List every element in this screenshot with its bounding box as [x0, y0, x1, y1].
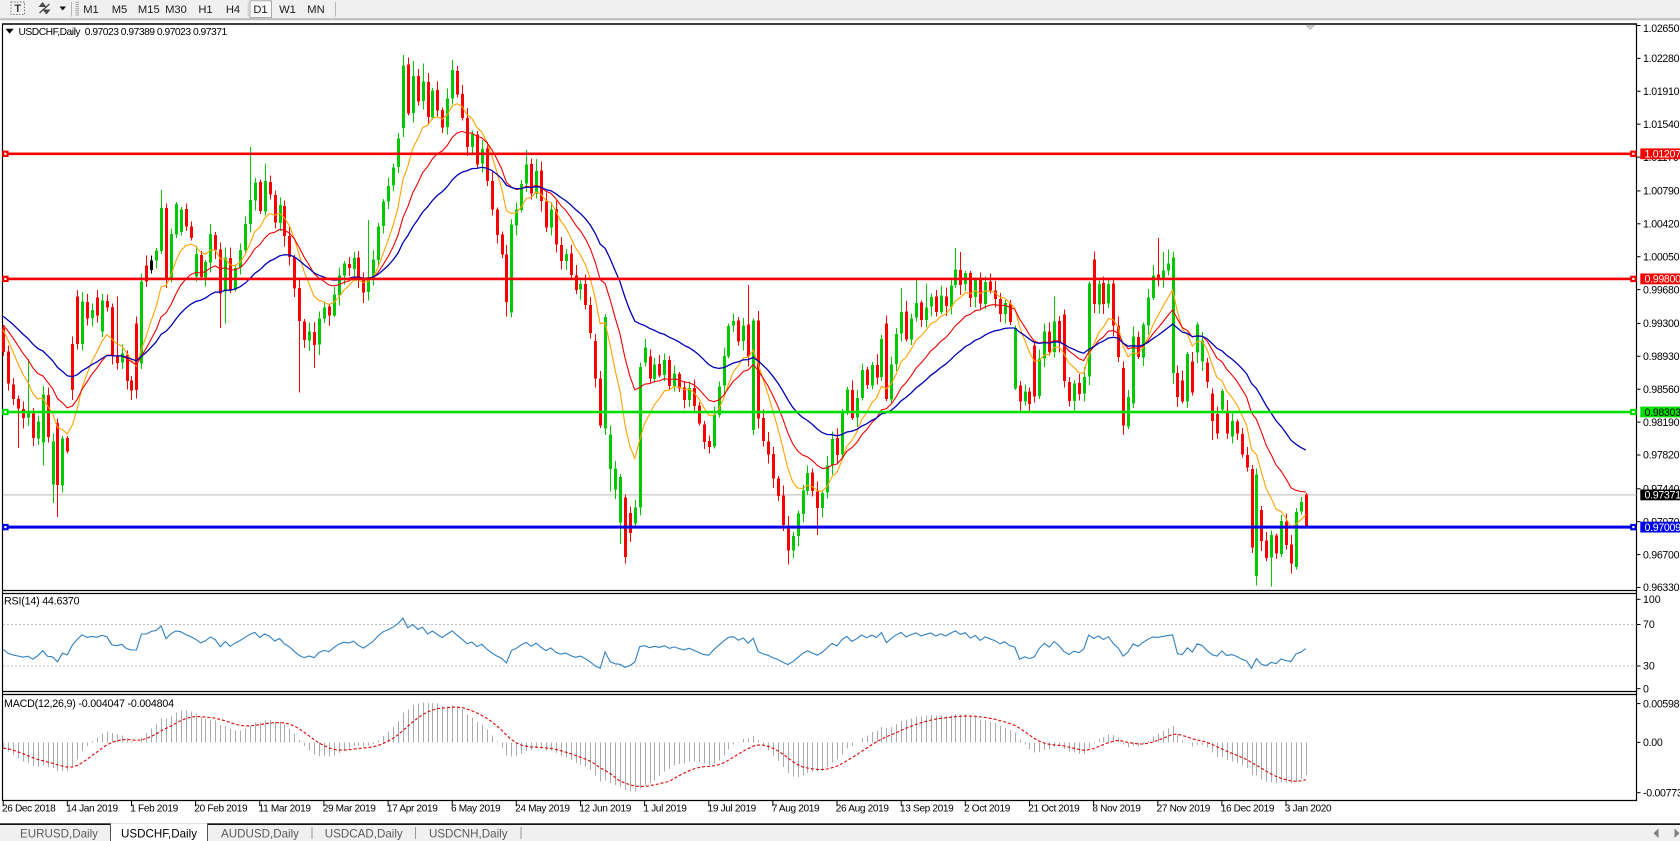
svg-text:0.96330: 0.96330 — [1643, 582, 1680, 594]
svg-text:24 May 2019: 24 May 2019 — [515, 804, 570, 815]
svg-text:17 Apr 2019: 17 Apr 2019 — [387, 804, 438, 815]
svg-text:2 Oct 2019: 2 Oct 2019 — [964, 804, 1011, 815]
svg-text:26 Dec 2018: 26 Dec 2018 — [2, 804, 56, 815]
svg-text:M5: M5 — [112, 4, 128, 16]
svg-text:USDCAD,Daily: USDCAD,Daily — [325, 827, 403, 840]
svg-text:MN: MN — [307, 4, 324, 16]
svg-text:M15: M15 — [138, 4, 160, 16]
svg-text:1 Jul 2019: 1 Jul 2019 — [643, 804, 687, 815]
svg-text:70: 70 — [1643, 619, 1655, 631]
svg-text:1.02280: 1.02280 — [1643, 53, 1680, 65]
svg-text:1.01207: 1.01207 — [1645, 149, 1680, 161]
svg-text:0.97820: 0.97820 — [1643, 450, 1680, 462]
svg-text:H4: H4 — [226, 4, 240, 16]
svg-text:T: T — [14, 3, 21, 15]
svg-text:3 Jan 2020: 3 Jan 2020 — [1285, 804, 1332, 815]
svg-text:0.98190: 0.98190 — [1643, 417, 1680, 429]
svg-text:27 Nov 2019: 27 Nov 2019 — [1157, 804, 1211, 815]
svg-text:0.97009: 0.97009 — [1645, 522, 1680, 534]
svg-text:0.96700: 0.96700 — [1643, 549, 1680, 561]
svg-text:13 Sep 2019: 13 Sep 2019 — [900, 804, 954, 815]
svg-text:7 Aug 2019: 7 Aug 2019 — [772, 804, 820, 815]
svg-text:H1: H1 — [198, 4, 212, 16]
svg-text:26 Aug 2019: 26 Aug 2019 — [836, 804, 890, 815]
svg-text:0.005986: 0.005986 — [1643, 698, 1680, 710]
svg-text:8 Nov 2019: 8 Nov 2019 — [1092, 804, 1141, 815]
svg-text:EURUSD,Daily: EURUSD,Daily — [20, 827, 98, 840]
svg-text:1.01910: 1.01910 — [1643, 86, 1680, 98]
svg-text:AUDUSD,Daily: AUDUSD,Daily — [221, 827, 299, 840]
svg-text:29 Mar 2019: 29 Mar 2019 — [323, 804, 377, 815]
svg-text:D1: D1 — [253, 4, 267, 16]
svg-text:MACD(12,26,9) -0.004047 -0.004: MACD(12,26,9) -0.004047 -0.004804 — [4, 698, 174, 710]
svg-text:0.99680: 0.99680 — [1643, 284, 1680, 296]
svg-text:M1: M1 — [83, 4, 99, 16]
svg-text:USDCNH,Daily: USDCNH,Daily — [429, 827, 508, 840]
svg-text:16 Dec 2019: 16 Dec 2019 — [1221, 804, 1275, 815]
svg-text:0: 0 — [1643, 683, 1649, 695]
svg-text:1 Feb 2019: 1 Feb 2019 — [130, 804, 178, 815]
svg-text:M30: M30 — [165, 4, 187, 16]
svg-text:21 Oct 2019: 21 Oct 2019 — [1028, 804, 1080, 815]
svg-text:14 Jan 2019: 14 Jan 2019 — [66, 804, 118, 815]
svg-text:30: 30 — [1643, 661, 1655, 673]
svg-text:12 Jun 2019: 12 Jun 2019 — [579, 804, 631, 815]
svg-text:W1: W1 — [279, 4, 296, 16]
svg-text:11 Mar 2019: 11 Mar 2019 — [259, 804, 312, 815]
svg-text:1.00790: 1.00790 — [1643, 186, 1680, 198]
svg-text:6 May 2019: 6 May 2019 — [451, 804, 501, 815]
svg-text:0.99800: 0.99800 — [1645, 274, 1680, 286]
svg-text:0.99300: 0.99300 — [1643, 318, 1680, 330]
svg-text:1.00050: 1.00050 — [1643, 251, 1680, 263]
svg-text:20 Feb 2019: 20 Feb 2019 — [194, 804, 248, 815]
svg-text:USDCHF,Daily 0.97023 0.97389: USDCHF,Daily 0.97023 0.97389 0.97023 0.9… — [19, 27, 228, 38]
svg-text:1.00420: 1.00420 — [1643, 219, 1680, 231]
svg-text:0.00: 0.00 — [1643, 737, 1663, 749]
svg-text:0.97371: 0.97371 — [1645, 490, 1680, 502]
svg-text:1.01540: 1.01540 — [1643, 119, 1680, 131]
svg-text:-0.00773: -0.00773 — [1643, 787, 1680, 799]
svg-text:100: 100 — [1643, 594, 1661, 606]
svg-text:0.98930: 0.98930 — [1643, 351, 1680, 363]
svg-text:19 Jul 2019: 19 Jul 2019 — [708, 804, 757, 815]
svg-text:RSI(14) 44.6370: RSI(14) 44.6370 — [4, 596, 80, 608]
svg-text:USDCHF,Daily: USDCHF,Daily — [121, 827, 197, 840]
svg-text:0.98303: 0.98303 — [1645, 407, 1680, 419]
svg-text:0.98560: 0.98560 — [1643, 384, 1680, 396]
svg-text:1.02650: 1.02650 — [1643, 23, 1680, 35]
